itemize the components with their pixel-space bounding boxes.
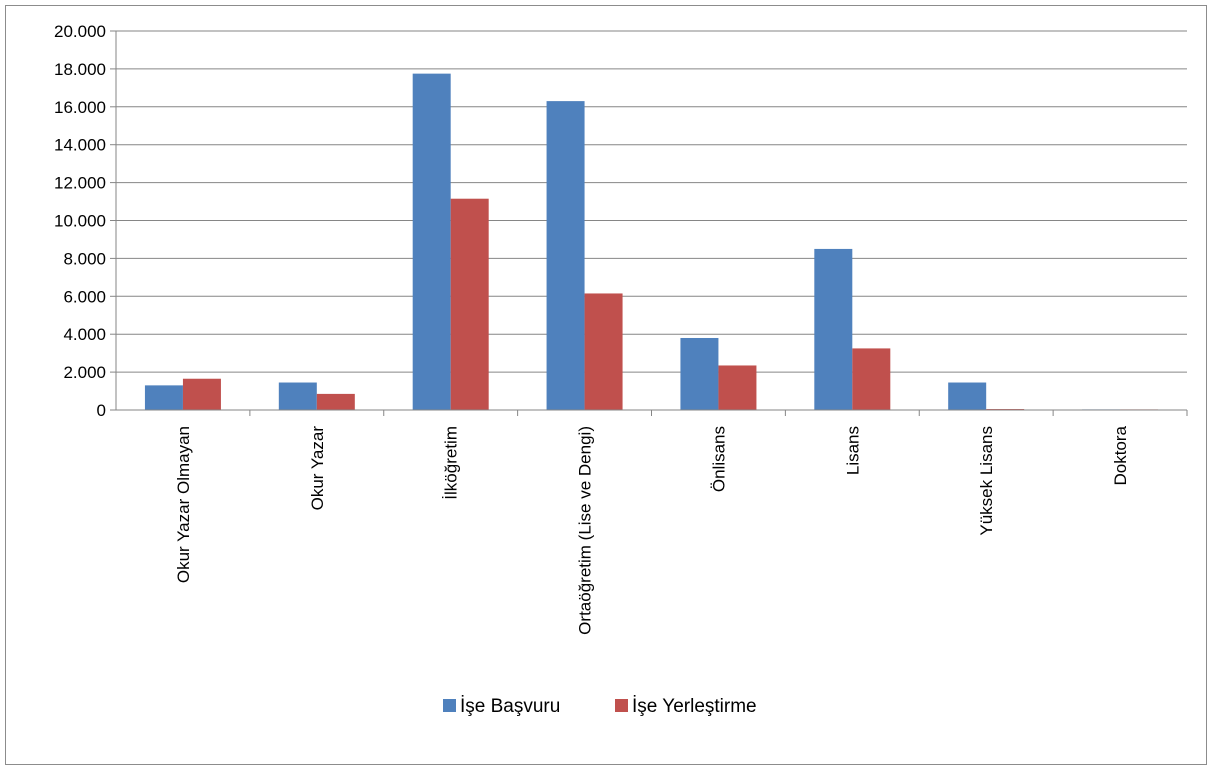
x-category-label: Okur Yazar bbox=[308, 426, 327, 511]
x-category-label: Yüksek Lisans bbox=[977, 426, 996, 536]
y-tick-label: 10.000 bbox=[54, 212, 106, 231]
y-axis-ticks: 0 2.000 4.000 6.000 8.000 10.000 12.000 14.000 1… bbox=[54, 22, 106, 420]
bar-ise-basvuru bbox=[546, 101, 585, 411]
bars bbox=[144, 73, 1159, 411]
bar-ise-yerlestirme bbox=[182, 378, 221, 410]
y-tick-label: 6.000 bbox=[63, 287, 106, 306]
bar-ise-yerlestirme bbox=[584, 293, 623, 410]
bar-ise-basvuru bbox=[680, 337, 719, 410]
x-category-label: İlköğretim bbox=[442, 426, 461, 500]
bar-ise-yerlestirme bbox=[316, 393, 355, 410]
bar-ise-basvuru bbox=[278, 382, 317, 410]
bar-ise-basvuru bbox=[814, 248, 853, 410]
axes bbox=[110, 30, 1188, 416]
x-axis-category-labels: Okur Yazar Olmayan Okur Yazar İlköğretim Or… bbox=[174, 425, 1130, 634]
bar-ise-yerlestirme bbox=[852, 348, 891, 410]
x-category-label: Lisans bbox=[843, 426, 862, 475]
y-tick-label: 18.000 bbox=[54, 60, 106, 79]
bar-ise-yerlestirme bbox=[450, 198, 489, 410]
legend: İşe Başvuru İşe Yerleştirme bbox=[443, 696, 757, 717]
bar-ise-basvuru bbox=[412, 73, 451, 410]
legend-swatch bbox=[443, 699, 456, 712]
bar-ise-basvuru bbox=[144, 385, 183, 410]
legend-swatch bbox=[615, 699, 628, 712]
y-tick-label: 2.000 bbox=[63, 363, 106, 382]
y-tick-label: 20.000 bbox=[54, 22, 106, 41]
bar-ise-yerlestirme bbox=[718, 365, 757, 410]
x-category-label: Ortaöğretim (Lise ve Dengi) bbox=[576, 426, 595, 635]
bar-ise-basvuru bbox=[948, 382, 987, 410]
legend-label: İşe Yerleştirme bbox=[632, 696, 757, 717]
gridlines bbox=[116, 30, 1187, 373]
x-category-label: Doktora bbox=[1111, 425, 1130, 485]
x-category-label: Önlisans bbox=[709, 426, 728, 492]
x-category-label: Okur Yazar Olmayan bbox=[174, 426, 193, 583]
y-tick-label: 16.000 bbox=[54, 98, 106, 117]
y-tick-label: 8.000 bbox=[63, 249, 106, 268]
y-tick-label: 12.000 bbox=[54, 174, 106, 193]
y-tick-label: 0 bbox=[97, 401, 106, 420]
y-tick-label: 4.000 bbox=[63, 325, 106, 344]
legend-label: İşe Başvuru bbox=[460, 696, 560, 717]
y-tick-label: 14.000 bbox=[54, 136, 106, 155]
